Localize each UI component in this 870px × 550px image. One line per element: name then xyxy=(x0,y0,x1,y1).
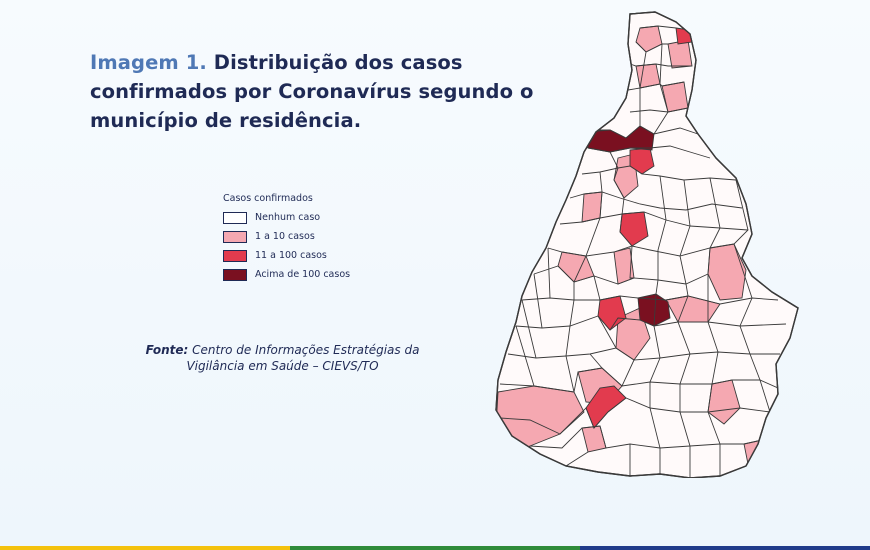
legend-swatch-mid xyxy=(223,249,247,262)
stripe-green xyxy=(290,546,580,550)
legend-label-mid: 11 a 100 casos xyxy=(255,250,327,261)
legend-item-low: 1 a 10 casos xyxy=(223,227,350,246)
legend-title: Casos confirmados xyxy=(223,193,313,204)
municipality-regions xyxy=(496,25,767,465)
source-label: Fonte: xyxy=(145,343,189,357)
tocantins-municipality-map xyxy=(495,11,799,478)
municipality-borders xyxy=(499,25,787,478)
stripe-yellow xyxy=(0,546,290,550)
legend-item-mid: 11 a 100 casos xyxy=(223,246,350,265)
stripe-blue xyxy=(580,546,870,550)
municipality-low xyxy=(581,191,603,223)
legend-item-none: Nenhum caso xyxy=(223,208,350,227)
legend-swatch-high xyxy=(223,268,247,281)
title-prefix: Imagem 1. xyxy=(90,51,207,74)
title-text: Distribuição dos casos confirmados por C… xyxy=(90,51,534,132)
municipality-low xyxy=(667,39,693,69)
map-legend: Casos confirmados Nenhum caso 1 a 10 cas… xyxy=(223,193,350,284)
source-note: Fonte: Centro de Informações Estratégias… xyxy=(120,342,445,374)
page-title: Imagem 1. Distribuição dos casos confirm… xyxy=(90,48,550,135)
footer-stripe xyxy=(0,546,870,550)
source-text: Centro de Informações Estratégias da Vig… xyxy=(186,343,420,373)
legend-label-low: 1 a 10 casos xyxy=(255,231,315,242)
municipality-mid xyxy=(675,27,693,45)
legend-label-none: Nenhum caso xyxy=(255,212,321,223)
legend-swatch-low xyxy=(223,230,247,243)
legend-swatch-none xyxy=(223,211,247,224)
legend-item-high: Acima de 100 casos xyxy=(223,265,350,284)
state-border-overlay xyxy=(495,11,799,478)
legend-label-high: Acima de 100 casos xyxy=(255,269,351,280)
